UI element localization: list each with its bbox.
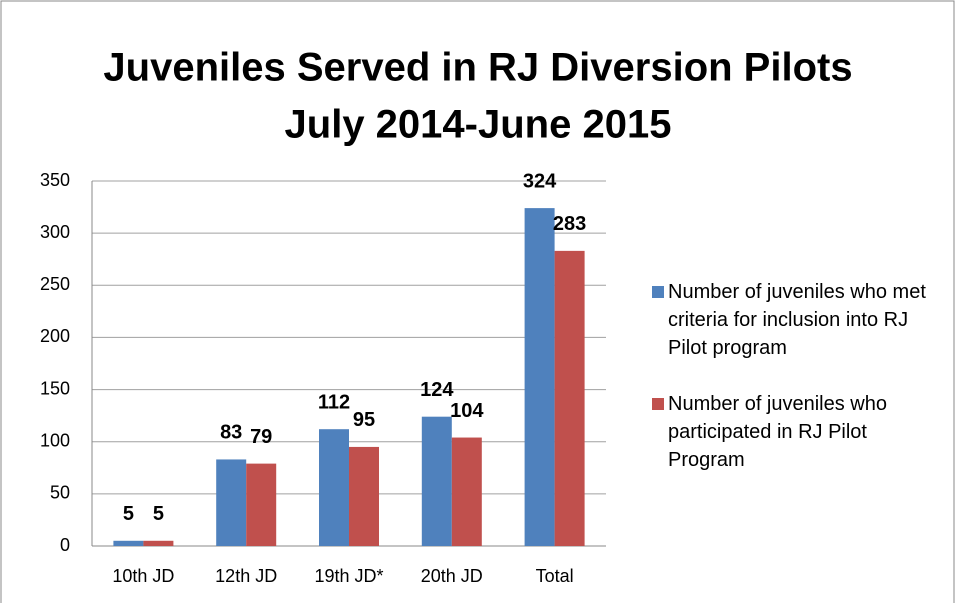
bar: [421, 416, 452, 546]
x-tick-label: 10th JD: [112, 566, 174, 586]
x-tick-label: 19th JD*: [314, 566, 383, 586]
y-tick-label: 0: [60, 535, 70, 555]
bar: [554, 250, 585, 546]
chart-title: Juveniles Served in RJ Diversion Pilots: [103, 46, 852, 90]
y-tick-label: 50: [50, 483, 70, 503]
y-tick-label: 250: [40, 274, 70, 294]
bar: [349, 446, 379, 546]
y-tick-label: 100: [40, 430, 70, 450]
y-tick-label: 350: [40, 170, 70, 190]
x-tick-label: Total: [536, 566, 574, 586]
chart-title: July 2014-June 2015: [285, 103, 672, 147]
bar: [246, 463, 277, 546]
bar: [451, 437, 482, 546]
legend-label: Number of juveniles who participated in …: [668, 393, 887, 471]
bar: [113, 540, 144, 546]
x-tick-label: 20th JD: [421, 566, 483, 586]
bar: [319, 429, 349, 546]
y-tick-label: 200: [40, 326, 70, 346]
data-label: 5: [153, 503, 164, 525]
data-label: 95: [353, 409, 375, 431]
data-label: 79: [250, 426, 272, 448]
data-label: 83: [220, 422, 242, 444]
data-label: 283: [553, 213, 586, 235]
bar: [524, 208, 555, 546]
bar: [143, 540, 174, 546]
legend-swatch: [652, 398, 664, 410]
bar: [216, 459, 247, 546]
data-label: 112: [318, 391, 350, 413]
data-label: 124: [420, 379, 454, 401]
data-label: 5: [123, 503, 134, 525]
y-tick-label: 150: [40, 378, 70, 398]
y-tick-label: 300: [40, 222, 70, 242]
legend-label: Number of juveniles who met criteria for…: [668, 281, 926, 359]
data-label: 324: [523, 170, 557, 192]
data-label: 104: [450, 400, 484, 422]
x-tick-label: 12th JD: [215, 566, 277, 586]
legend-swatch: [652, 286, 664, 298]
